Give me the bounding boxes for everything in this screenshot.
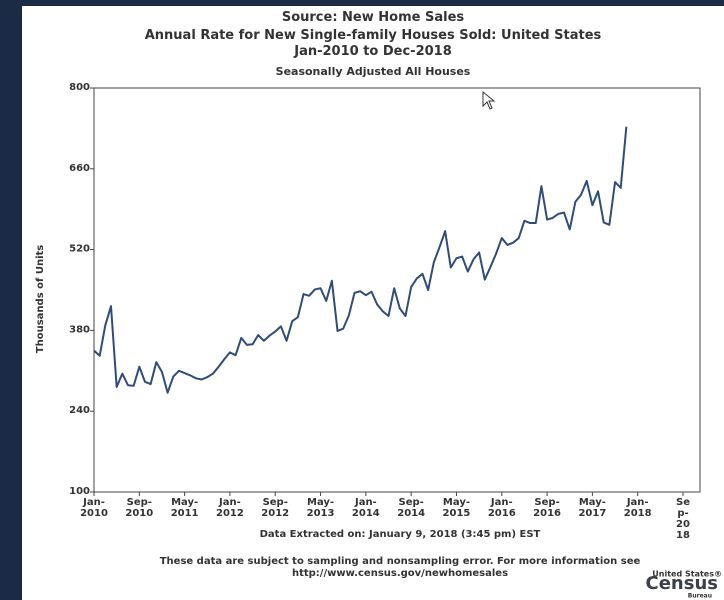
y-tick-label: 520 [69,244,90,255]
x-tick-label: May- 2013 [306,497,335,519]
footnote: http://www.census.gov/newhomesales [291,568,509,579]
title-line: Annual Rate for New Single-family Houses… [144,28,602,43]
x-tick-label: Jan- 2010 [80,497,108,519]
y-tick-label: 660 [69,163,90,174]
y-axis-label: Thousands of Units [35,245,46,353]
subtitle: Seasonally Adjusted All Houses [275,65,471,78]
title-line: Source: New Home Sales [281,10,465,25]
y-tick-label: 380 [69,324,90,335]
mouse-cursor [482,90,496,110]
panel [22,6,724,600]
plot-frame [93,87,701,493]
x-tick-label: Jan- 2016 [487,497,516,519]
y-tick-label: 100 [69,486,90,497]
x-tick-label: May- 2015 [442,497,471,519]
logo-text: Census [646,573,718,594]
y-tick-label: 800 [69,82,90,93]
title-line: Jan-2010 to Dec-2018 [294,44,452,59]
logo-text: Bureau [688,593,712,600]
y-tick-label: 240 [69,405,90,416]
x-tick-label: Jan- 2014 [351,497,380,519]
data-line [93,126,628,394]
logo-text: United States® [652,570,722,579]
x-tick-label: Sep- 2012 [261,497,290,519]
x-tick-label: Sep- 2010 [125,497,154,519]
x-tick-label: Jan- 2012 [216,497,244,519]
x-tick-label: May- 2017 [578,497,607,519]
x-tick-label: Sep- 2014 [397,497,426,519]
x-tick-label: Se p- 20 18 [676,497,690,541]
footnote: These data are subject to sampling and n… [159,556,641,567]
x-tick-label: Sep- 2016 [533,497,561,519]
x-tick-label: May- 2011 [170,497,199,519]
x-tick-label: Jan- 2018 [623,497,652,519]
x-axis-label: Data Extracted on: January 9, 2018 (3:45… [259,529,541,540]
